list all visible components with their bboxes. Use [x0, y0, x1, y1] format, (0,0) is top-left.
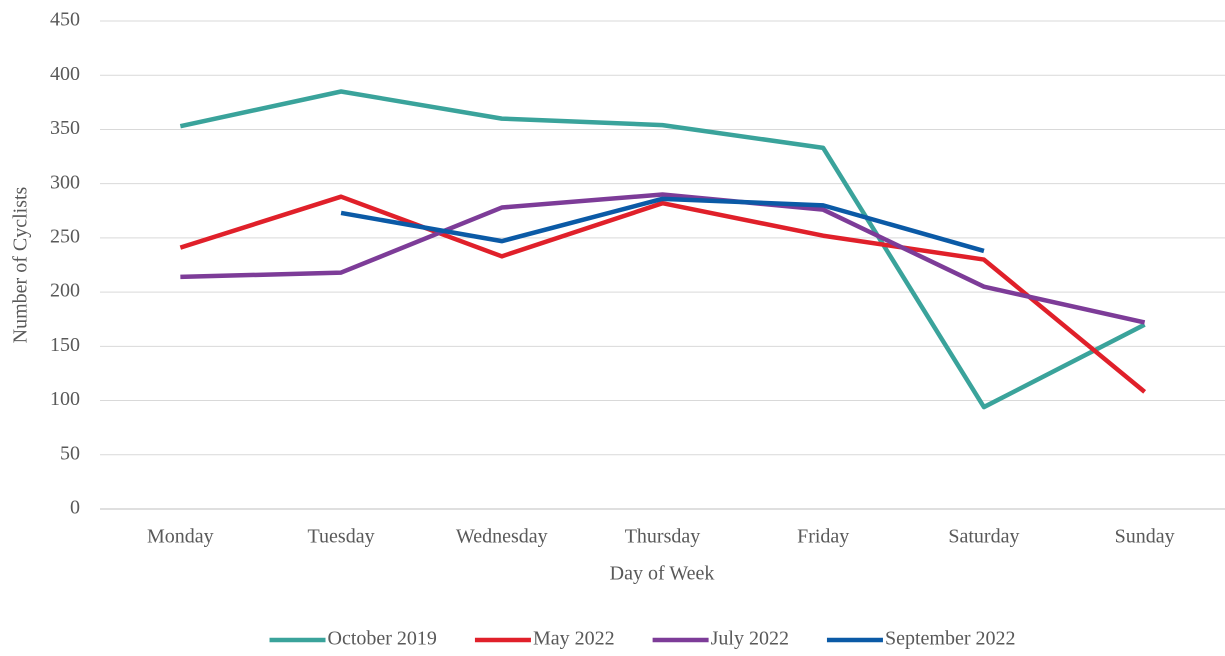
legend-label: July 2022	[711, 628, 789, 650]
series-line	[180, 192, 1146, 325]
x-tick-label: Sunday	[1115, 526, 1175, 548]
legend-label: September 2022	[885, 628, 1016, 650]
x-tick-label: Friday	[797, 526, 849, 548]
y-tick-label: 350	[50, 117, 80, 139]
series-line	[340, 196, 985, 254]
y-tick-label: 200	[50, 280, 80, 302]
x-axis-title: Day of Week	[610, 563, 715, 585]
y-tick-label: 250	[50, 225, 80, 247]
x-tick-label: Wednesday	[456, 526, 548, 548]
series-line	[179, 89, 1146, 410]
y-tick-label: 100	[50, 388, 80, 410]
y-tick-label: 450	[50, 9, 80, 31]
y-tick-label: 400	[50, 63, 80, 85]
y-tick-label: 300	[50, 171, 80, 193]
x-tick-label: Tuesday	[308, 526, 375, 548]
y-axis-title: Number of Cyclists	[10, 186, 32, 343]
x-tick-label: Thursday	[625, 526, 701, 548]
y-tick-label: 50	[60, 442, 80, 464]
legend-label: May 2022	[533, 628, 615, 650]
x-tick-label: Saturday	[948, 526, 1019, 548]
y-tick-label: 150	[50, 334, 80, 356]
x-tick-label: Monday	[147, 526, 214, 548]
y-tick-label: 0	[70, 497, 80, 519]
series-line	[179, 194, 1147, 394]
legend-label: October 2019	[328, 628, 437, 650]
